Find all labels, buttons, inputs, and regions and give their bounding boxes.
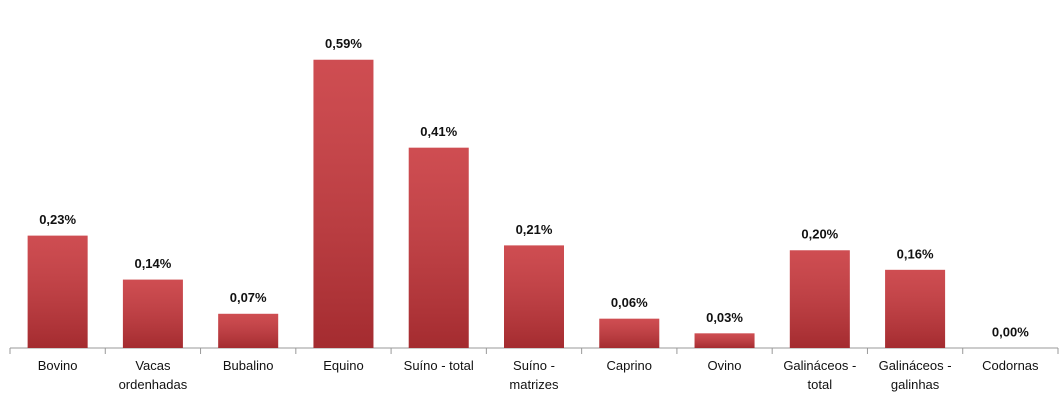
bar-shade [122,279,183,348]
value-label: 0,41% [420,124,457,139]
value-label: 0,07% [230,290,267,305]
bar-shade [504,245,564,348]
bar-shade [599,318,660,348]
bar-shade [27,235,88,348]
x-tick-label: Equino [323,358,364,373]
value-label: 0,23% [39,212,76,227]
value-label: 0,16% [897,246,934,261]
x-tick-label: Galináceos - galinhas [878,358,952,392]
x-tick-label: Suíno - total [403,358,474,373]
value-label: 0,14% [134,256,171,271]
bar-shade [885,269,946,348]
bar-shade [313,59,374,348]
bar-shade [408,147,469,348]
value-label: 0,03% [706,310,743,325]
x-tick-label: Bubalino [222,358,274,373]
x-tick-label: Ovino [707,358,742,373]
x-tick-label: Galináceos - total [783,358,857,392]
bar-shade [694,333,755,348]
x-tick-label: Caprino [606,358,653,373]
bar-shade [218,313,279,348]
value-label: 0,21% [516,222,553,237]
bar-shade [789,250,850,348]
x-tick-label: Bovino [37,358,78,373]
value-label: 0,20% [801,227,838,242]
x-tick-label: Codornas [982,358,1039,373]
value-label: 0,06% [611,295,648,310]
x-tick-label: Suíno - matrizes [509,358,559,392]
value-label: 0,59% [325,36,362,51]
x-tick-label: Vacas ordenhadas [118,358,188,392]
value-label: 0,00% [992,324,1029,339]
